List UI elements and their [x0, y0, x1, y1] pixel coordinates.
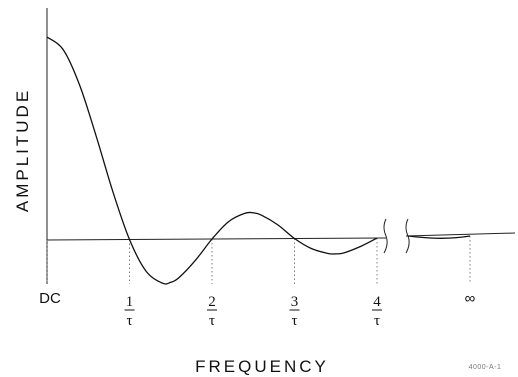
amplitude-curve: [46, 36, 378, 285]
fraction-denominator: τ: [126, 313, 132, 329]
x-axis-line-after-break: [405, 232, 516, 237]
x-axis-label: FREQUENCY: [195, 357, 329, 376]
fraction-numerator: 3: [291, 294, 299, 310]
x-tick-label: DC: [39, 290, 61, 307]
fraction-numerator: 4: [373, 294, 381, 310]
x-axis-line-main: [46, 237, 387, 241]
x-axis: [46, 218, 516, 254]
fraction-denominator: τ: [291, 313, 297, 329]
fraction-numerator: 2: [208, 294, 216, 310]
fraction-numerator: 1: [126, 294, 134, 310]
axis-break-left-mark: [383, 218, 388, 254]
x-tick-label: 4τ: [372, 294, 382, 329]
fraction-denominator: τ: [209, 313, 215, 329]
x-tick-label: 3τ: [289, 294, 300, 329]
x-tick-label-dc: DC: [39, 290, 61, 307]
y-axis-label: AMPLITUDE: [13, 88, 32, 212]
fraction-denominator: τ: [374, 313, 380, 329]
figure-id: 4000-A-1: [469, 364, 502, 371]
x-tick-label: ∞: [465, 290, 476, 307]
x-tick-label: 1τ: [124, 294, 135, 329]
x-tick-lines: [46, 236, 471, 284]
x-tick-label: 2τ: [207, 294, 217, 329]
amplitude-curve-tail: [407, 235, 471, 239]
x-tick-label-infinity: ∞: [465, 290, 476, 307]
